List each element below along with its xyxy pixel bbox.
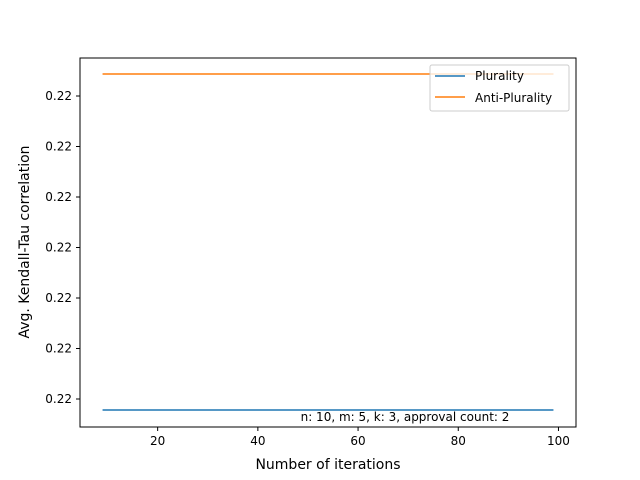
chart-annotation: n: 10, m: 5, k: 3, approval count: 2 [301, 410, 510, 424]
x-tick-label: 20 [150, 434, 165, 448]
x-axis-label: Number of iterations [255, 457, 400, 473]
y-tick-label: 0.22 [45, 291, 72, 305]
y-axis-ticks: 0.22 0.22 0.22 0.22 0.22 0.22 0.22 [45, 89, 80, 406]
y-tick-label: 0.22 [45, 89, 72, 103]
x-tick-label: 100 [547, 434, 570, 448]
x-axis-ticks: 20 40 60 80 100 [150, 427, 570, 448]
y-tick-label: 0.22 [45, 392, 72, 406]
y-tick-label: 0.22 [45, 190, 72, 204]
y-tick-label: 0.22 [45, 140, 72, 154]
legend-label-plurality: Plurality [475, 69, 524, 83]
x-tick-label: 60 [350, 434, 365, 448]
legend: Plurality Anti-Plurality [429, 64, 570, 112]
plot-lines [102, 73, 554, 411]
x-tick-label: 80 [451, 434, 466, 448]
y-axis-label: Avg. Kendall-Tau correlation [17, 145, 33, 338]
y-tick-label: 0.22 [45, 342, 72, 356]
x-tick-label: 40 [250, 434, 265, 448]
legend-label-anti-plurality: Anti-Plurality [475, 91, 552, 105]
y-tick-label: 0.22 [45, 241, 72, 255]
plot-area-frame [79, 57, 577, 428]
